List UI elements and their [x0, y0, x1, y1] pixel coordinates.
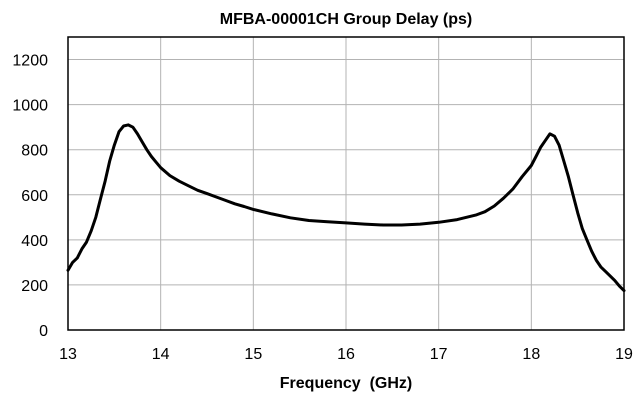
chart-title: MFBA-00001CH Group Delay (ps) — [220, 11, 473, 28]
x-tick-label: 14 — [152, 346, 170, 363]
y-tick-label: 1200 — [12, 53, 48, 70]
y-tick-label: 800 — [21, 143, 48, 160]
plot-frame — [67, 36, 625, 331]
x-tick-label: 15 — [244, 346, 262, 363]
x-tick-label: 16 — [337, 346, 355, 363]
y-tick-label: 600 — [21, 188, 48, 205]
x-tick-label: 18 — [522, 346, 540, 363]
plot-area — [66, 123, 626, 293]
x-tick-label: 19 — [615, 346, 633, 363]
group-delay-series-line — [66, 123, 626, 293]
y-tick-label: 1000 — [12, 98, 48, 115]
x-axis-title: Frequency (GHz) — [280, 375, 412, 392]
y-tick-label: 200 — [21, 278, 48, 295]
y-tick-label: 0 — [39, 323, 48, 340]
y-tick-label: 400 — [21, 233, 48, 250]
y-axis-ticks: 0 200 400 600 800 1000 1200 — [12, 53, 48, 340]
x-tick-label: 13 — [59, 346, 77, 363]
x-axis-ticks: 13 14 15 16 17 18 19 — [59, 346, 633, 363]
grid-lines — [67, 37, 625, 331]
x-tick-label: 17 — [430, 346, 448, 363]
